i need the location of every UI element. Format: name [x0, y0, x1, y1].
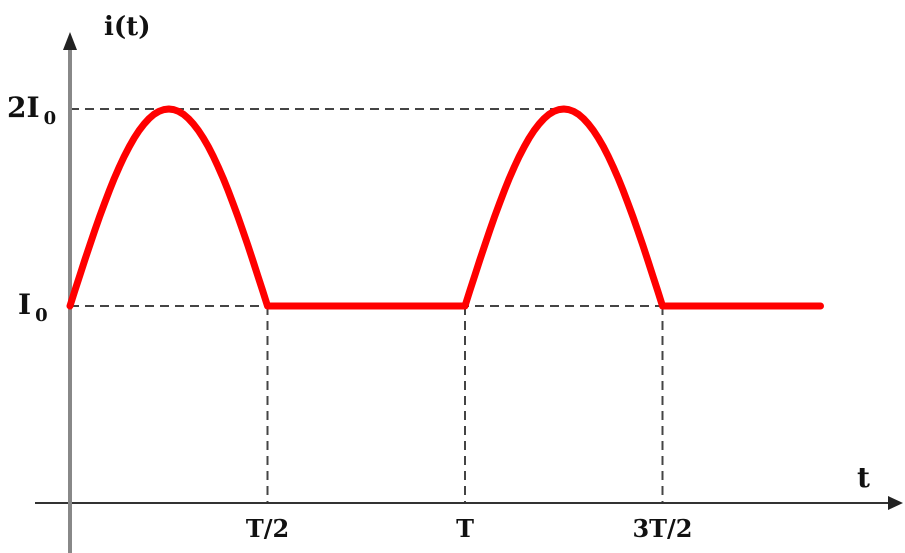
x-tick-label-1: T [456, 514, 474, 543]
series-line-current [66, 105, 824, 310]
y-axis-label: i(t) [104, 12, 151, 42]
labels: i(t) t T/2 T 3T/2 I 0 2I 0 [7, 12, 870, 543]
series-group [66, 105, 824, 310]
x-axis-label: t [857, 461, 870, 494]
y-axis-arrow [63, 32, 77, 50]
x-tick-label-2: 3T/2 [632, 514, 692, 543]
x-axis-arrow [888, 496, 903, 510]
y-tick-label-1: 2I 0 [7, 91, 56, 129]
x-tick-label-0: T/2 [246, 514, 289, 543]
